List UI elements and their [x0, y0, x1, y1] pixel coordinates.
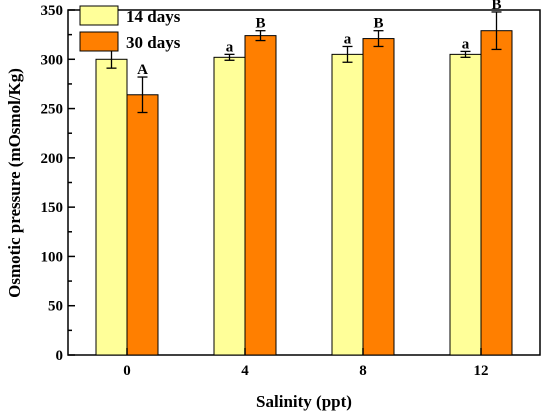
x-tick-label: 8	[359, 363, 367, 379]
bar	[244, 35, 277, 356]
y-tick-label: 50	[48, 299, 63, 315]
error-bars-layer	[106, 11, 502, 114]
bar	[213, 56, 246, 356]
bar	[480, 30, 513, 356]
y-axis: 0 50 100 150 200 250 300 350	[41, 3, 75, 364]
y-tick-label: 250	[41, 102, 64, 118]
bar	[95, 58, 128, 356]
legend: 14 days 30 days	[79, 5, 181, 52]
significance-label: B	[255, 16, 265, 32]
significance-label: B	[491, 0, 501, 13]
bar	[362, 38, 395, 356]
significance-label: a	[344, 31, 352, 47]
significance-label: a	[226, 39, 234, 55]
significance-label: A	[137, 62, 148, 78]
legend-swatch-14-days	[79, 5, 119, 26]
legend-label-14-days: 14 days	[126, 7, 181, 26]
legend-swatch-30-days	[79, 31, 119, 52]
significance-label: a	[462, 36, 470, 52]
y-tick-label: 200	[41, 151, 64, 167]
significance-label: B	[373, 16, 383, 32]
bar	[331, 53, 364, 356]
x-tick-label: 4	[241, 363, 249, 379]
y-tick-label: 350	[41, 3, 64, 19]
bar	[449, 53, 482, 356]
y-tick-label: 0	[56, 348, 64, 364]
x-tick-label: 0	[123, 363, 131, 379]
y-tick-label: 300	[41, 52, 64, 68]
bars-layer	[95, 30, 513, 356]
x-axis-title: Salinity (ppt)	[256, 392, 352, 411]
x-axis: 0 4 8 12	[123, 348, 489, 379]
y-axis-title: Osmotic pressure (mOsmol/Kg)	[5, 68, 24, 298]
bar	[126, 94, 159, 356]
y-tick-label: 150	[41, 200, 64, 216]
legend-label-30-days: 30 days	[126, 33, 181, 52]
x-tick-label: 12	[474, 363, 489, 379]
y-tick-label: 100	[41, 249, 64, 265]
